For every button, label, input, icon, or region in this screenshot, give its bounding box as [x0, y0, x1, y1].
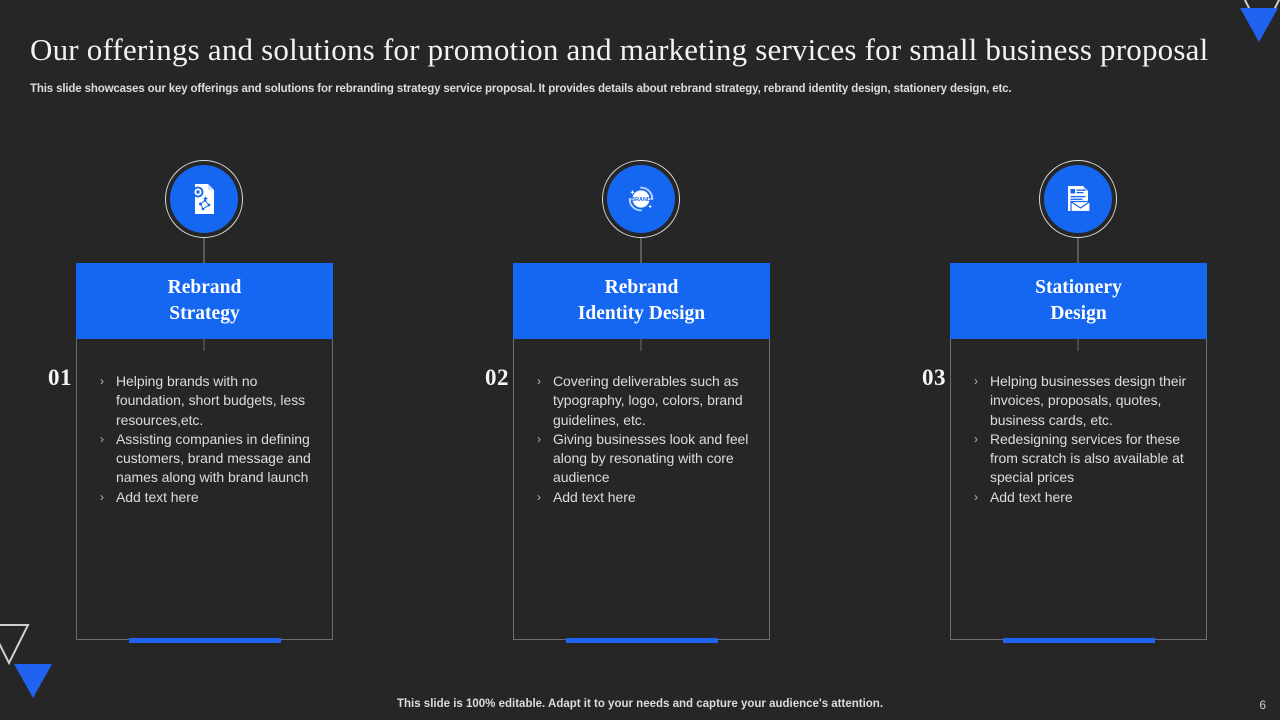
chevron-right-icon: › — [100, 431, 104, 446]
offering-title-line: Stationery — [1035, 277, 1122, 299]
panel-accent-bar — [128, 638, 281, 643]
offering-column-1: Rebrand Strategy 01 › Helping brands wit… — [14, 160, 394, 643]
list-item: › Add text here — [100, 488, 322, 507]
offering-icon-badge-3[interactable] — [1039, 160, 1117, 238]
chevron-right-icon: › — [537, 431, 541, 446]
triangle-filled-down-icon — [14, 664, 52, 698]
page-number: 6 — [1259, 698, 1266, 712]
offering-column-3: Stationery Design 03 › Helping businesse… — [888, 160, 1268, 643]
panel-accent-bar — [565, 638, 718, 643]
offering-bullets-3: › Helping businesses design their invoic… — [974, 372, 1196, 507]
list-item: › Add text here — [537, 488, 759, 507]
offering-title-line: Design — [1050, 303, 1107, 324]
badge-outer-ring — [1039, 160, 1117, 238]
offering-icon-badge-2[interactable]: BRAND — [602, 160, 680, 238]
list-item: › Helping brands with no foundation, sho… — [100, 372, 322, 430]
chevron-right-icon: › — [100, 374, 104, 388]
badge-outer-ring — [602, 160, 680, 238]
offering-panel-1 — [76, 263, 333, 643]
offering-bullets-2: › Covering deliverables such as typograp… — [537, 372, 759, 507]
offering-number-3: 03 — [922, 365, 946, 390]
offering-title-line: Strategy — [169, 303, 240, 324]
stationery-letterhead-icon — [1044, 165, 1112, 233]
offering-number-1: 01 — [48, 365, 72, 390]
list-item-text: Add text here — [990, 488, 1073, 505]
svg-text:BRAND: BRAND — [631, 197, 651, 203]
offering-title-bar-3[interactable]: Stationery Design — [950, 263, 1207, 339]
offering-panel-3 — [950, 263, 1207, 643]
list-item: › Redesigning services for these from sc… — [974, 430, 1196, 488]
badge-connector-line — [640, 238, 642, 263]
panel-inner-connector — [640, 339, 642, 351]
offering-title-line: Rebrand — [604, 277, 679, 299]
offering-title-line: Rebrand — [167, 277, 242, 299]
chevron-right-icon: › — [974, 489, 978, 504]
offerings-columns: Rebrand Strategy 01 › Helping brands wit… — [0, 160, 1280, 660]
chevron-right-icon: › — [537, 374, 541, 388]
list-item-text: Add text here — [116, 488, 199, 505]
list-item-text: Add text here — [553, 488, 636, 505]
list-item-text: Redesigning services for these from scra… — [990, 430, 1184, 486]
offering-icon-badge-1[interactable] — [165, 160, 243, 238]
offering-title-line: Identity Design — [577, 303, 706, 324]
panel-inner-connector — [1077, 339, 1079, 351]
list-item: › Add text here — [974, 488, 1196, 507]
list-item: › Assisting companies in defining custom… — [100, 430, 322, 488]
chevron-right-icon: › — [974, 431, 978, 446]
strategy-document-icon — [170, 165, 238, 233]
offering-title-bar-2[interactable]: Rebrand Identity Design — [513, 263, 770, 339]
list-item: › Covering deliverables such as typograp… — [537, 372, 759, 430]
chevron-right-icon: › — [100, 489, 104, 504]
offering-column-2: BRAND Rebrand Identity Design 02 › Cover… — [451, 160, 831, 643]
page-title: Our offerings and solutions for promotio… — [30, 32, 1209, 67]
offering-bullets-1: › Helping brands with no foundation, sho… — [100, 372, 322, 507]
offering-panel-2 — [513, 263, 770, 643]
chevron-right-icon: › — [537, 489, 541, 504]
list-item-text: Helping businesses design their invoices… — [990, 373, 1187, 428]
offering-title-bar-1[interactable]: Rebrand Strategy — [76, 263, 333, 339]
footer-note: This slide is 100% editable. Adapt it to… — [396, 698, 884, 710]
slide-header: Our offerings and solutions for promotio… — [30, 32, 1250, 95]
list-item-text: Giving businesses look and feel along by… — [553, 430, 749, 486]
panel-inner-connector — [203, 339, 205, 351]
list-item-text: Covering deliverables such as typography… — [553, 373, 743, 428]
badge-connector-line — [203, 238, 205, 263]
list-item-text: Helping brands with no foundation, short… — [116, 373, 306, 428]
badge-connector-line — [1077, 238, 1079, 263]
list-item: › Giving businesses look and feel along … — [537, 430, 759, 488]
list-item: › Helping businesses design their invoic… — [974, 372, 1196, 430]
page-subtitle: This slide showcases our key offerings a… — [30, 82, 1012, 95]
list-item-text: Assisting companies in defining customer… — [116, 430, 311, 486]
panel-accent-bar — [1002, 638, 1155, 643]
badge-outer-ring — [165, 160, 243, 238]
brand-badge-icon: BRAND — [607, 165, 675, 233]
offering-number-2: 02 — [485, 365, 509, 390]
chevron-right-icon: › — [974, 374, 978, 388]
